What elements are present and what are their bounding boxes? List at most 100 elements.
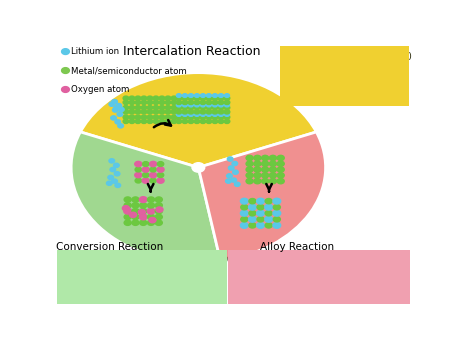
Circle shape (200, 119, 205, 123)
Circle shape (176, 115, 182, 119)
Text: Lithium ion: Lithium ion (71, 47, 119, 56)
Circle shape (176, 119, 182, 123)
Circle shape (277, 155, 283, 161)
Circle shape (135, 161, 142, 167)
Circle shape (165, 100, 171, 105)
Circle shape (114, 172, 120, 176)
Circle shape (142, 167, 149, 172)
Text: High capacity (1000~4500 mAh/g)
large volume change
(wLi⁺+we⁻ + M — LiwM): High capacity (1000~4500 mAh/g) large vo… (234, 255, 391, 290)
Circle shape (106, 181, 112, 185)
Circle shape (109, 159, 114, 163)
Circle shape (200, 106, 205, 110)
Circle shape (116, 103, 121, 108)
Circle shape (115, 183, 120, 187)
Circle shape (129, 119, 135, 123)
Circle shape (200, 110, 205, 114)
Circle shape (176, 100, 182, 105)
Circle shape (149, 172, 157, 178)
Circle shape (232, 170, 238, 174)
Circle shape (224, 113, 229, 116)
Circle shape (147, 220, 154, 225)
Circle shape (176, 103, 181, 107)
Circle shape (230, 178, 236, 182)
Circle shape (212, 113, 217, 116)
Circle shape (206, 113, 211, 116)
Circle shape (124, 220, 131, 225)
Circle shape (182, 96, 187, 100)
Circle shape (156, 207, 163, 212)
Circle shape (194, 94, 199, 97)
Text: Oxygen atom: Oxygen atom (71, 85, 129, 94)
Circle shape (147, 203, 154, 208)
Circle shape (129, 106, 135, 110)
Circle shape (109, 102, 114, 106)
Circle shape (129, 110, 135, 114)
Circle shape (188, 113, 193, 116)
Circle shape (269, 161, 276, 167)
Circle shape (117, 112, 122, 116)
Circle shape (206, 94, 211, 97)
Circle shape (155, 209, 162, 214)
Circle shape (153, 100, 158, 105)
Circle shape (206, 100, 211, 105)
Circle shape (147, 214, 154, 220)
Circle shape (261, 173, 268, 178)
Circle shape (212, 119, 217, 123)
Circle shape (139, 214, 147, 220)
Circle shape (277, 179, 283, 184)
Circle shape (155, 214, 162, 220)
Circle shape (256, 223, 264, 228)
Circle shape (123, 208, 131, 214)
Circle shape (165, 115, 171, 119)
Circle shape (131, 197, 139, 202)
Circle shape (212, 96, 217, 100)
Circle shape (224, 110, 229, 114)
Circle shape (113, 163, 119, 168)
Circle shape (153, 106, 158, 110)
Circle shape (264, 204, 272, 210)
Circle shape (159, 106, 164, 110)
Circle shape (269, 155, 276, 161)
Circle shape (217, 110, 223, 114)
Circle shape (129, 100, 135, 105)
Circle shape (224, 106, 229, 110)
Circle shape (176, 106, 182, 110)
Wedge shape (71, 132, 220, 262)
Circle shape (122, 206, 129, 211)
Circle shape (188, 106, 193, 110)
Circle shape (182, 115, 187, 119)
Circle shape (153, 96, 158, 100)
Circle shape (248, 211, 255, 216)
Circle shape (157, 173, 163, 177)
Circle shape (141, 119, 147, 123)
Circle shape (227, 157, 233, 161)
Circle shape (200, 113, 205, 116)
Circle shape (212, 115, 217, 119)
Circle shape (171, 115, 177, 119)
Circle shape (206, 96, 211, 100)
Circle shape (141, 110, 147, 114)
Circle shape (240, 217, 248, 222)
Circle shape (248, 216, 256, 222)
Circle shape (261, 179, 268, 184)
Circle shape (142, 178, 149, 183)
Circle shape (61, 49, 69, 54)
Circle shape (147, 119, 152, 123)
Circle shape (129, 96, 135, 100)
Circle shape (269, 179, 276, 184)
Circle shape (206, 115, 211, 119)
FancyBboxPatch shape (228, 250, 410, 305)
Circle shape (147, 110, 152, 114)
Circle shape (141, 115, 147, 119)
Circle shape (248, 223, 255, 228)
Circle shape (273, 205, 280, 210)
Circle shape (131, 214, 139, 220)
Circle shape (182, 94, 187, 97)
Circle shape (253, 167, 260, 172)
Circle shape (149, 218, 156, 223)
Circle shape (112, 108, 118, 112)
Circle shape (135, 100, 141, 105)
Circle shape (123, 115, 128, 119)
Circle shape (141, 96, 147, 100)
Circle shape (264, 216, 272, 222)
